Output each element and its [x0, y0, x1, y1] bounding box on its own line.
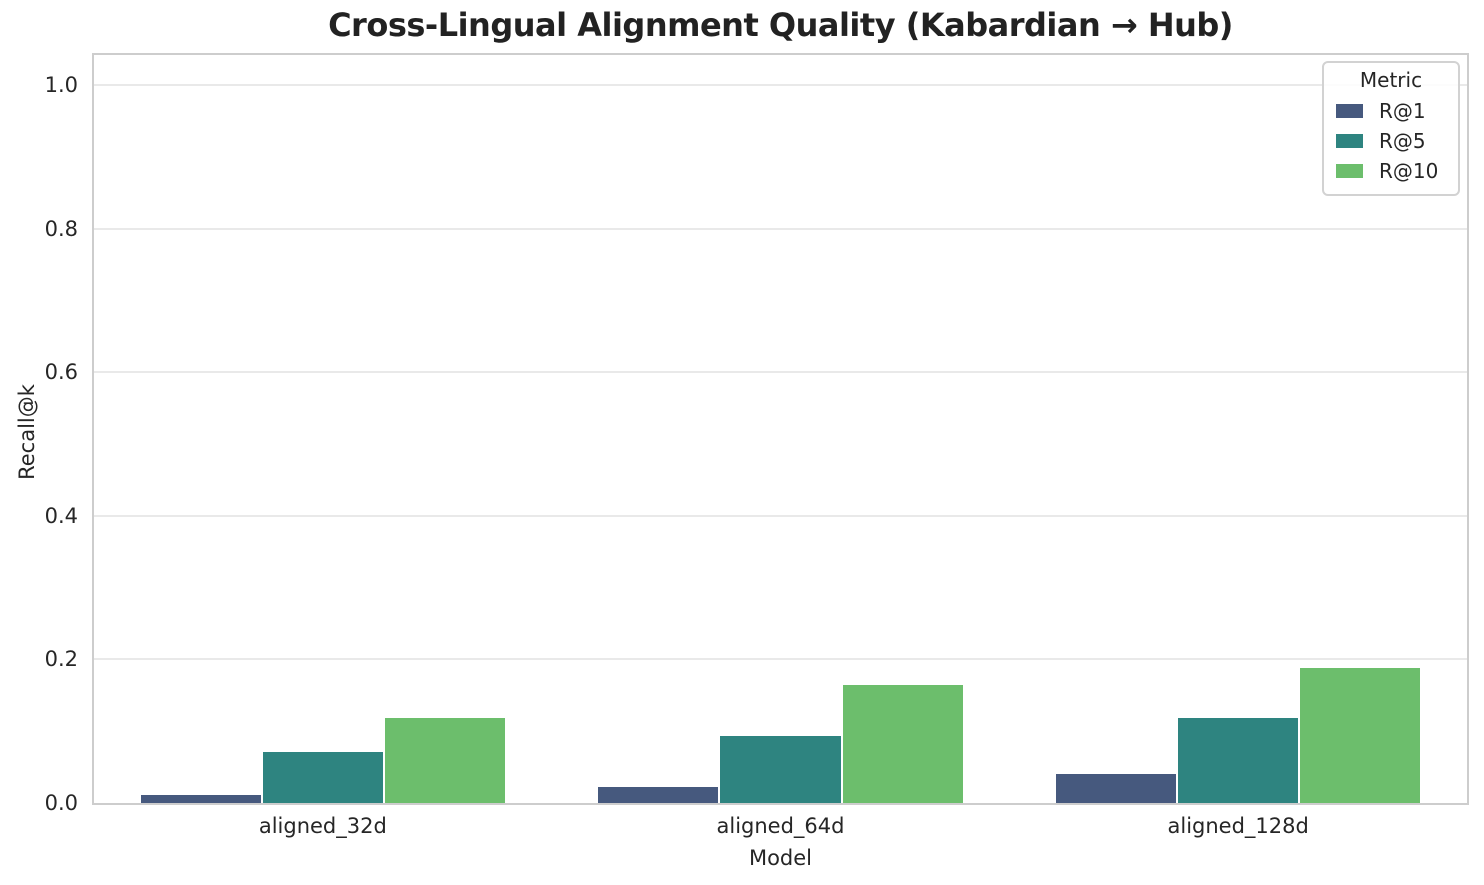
gridline: [94, 371, 1467, 374]
legend-row: R@10: [1324, 156, 1458, 186]
legend-label: R@5: [1379, 129, 1426, 153]
gridline: [94, 227, 1467, 230]
legend-entries: R@1 R@5 R@10: [1324, 96, 1458, 186]
legend-row: R@5: [1324, 126, 1458, 156]
x-tick-label: aligned_64d: [716, 814, 845, 838]
y-tick-label: 0.4: [44, 503, 78, 528]
legend-swatch: [1336, 104, 1363, 118]
plot-area: [92, 53, 1469, 805]
bar-r1-aligned_32d: [140, 795, 261, 803]
x-tick-label: aligned_128d: [1167, 814, 1309, 838]
chart-title: Cross-Lingual Alignment Quality (Kabardi…: [328, 6, 1233, 44]
legend-row: R@1: [1324, 96, 1458, 126]
bar-r10-aligned_64d: [842, 685, 963, 803]
x-axis-label: Model: [748, 846, 813, 870]
x-tick-label: aligned_32d: [258, 814, 387, 838]
legend-label: R@10: [1379, 159, 1439, 183]
y-tick-label: 0.6: [44, 360, 78, 385]
bar-r5-aligned_64d: [720, 736, 841, 803]
y-tick-label: 0.2: [44, 647, 78, 672]
bar-r5-aligned_128d: [1178, 718, 1299, 803]
y-axis-label: Recall@k: [15, 384, 39, 480]
y-tick-label: 0.0: [44, 791, 78, 815]
bar-r1-aligned_128d: [1056, 774, 1177, 803]
legend-swatch: [1336, 134, 1363, 148]
bar-r5-aligned_32d: [262, 752, 383, 803]
bar-r10-aligned_32d: [384, 718, 505, 803]
y-tick-label: 1.0: [44, 73, 78, 98]
legend: Metric R@1 R@5 R@10: [1322, 61, 1460, 196]
bar-r10-aligned_128d: [1300, 668, 1421, 803]
bar-r1-aligned_64d: [598, 786, 719, 803]
gridline: [94, 658, 1467, 661]
gridline: [94, 84, 1467, 87]
y-tick-label: 0.8: [44, 216, 78, 241]
legend-swatch: [1336, 164, 1363, 178]
legend-title: Metric: [1359, 68, 1423, 92]
legend-label: R@1: [1379, 99, 1426, 123]
gridline: [94, 514, 1467, 517]
